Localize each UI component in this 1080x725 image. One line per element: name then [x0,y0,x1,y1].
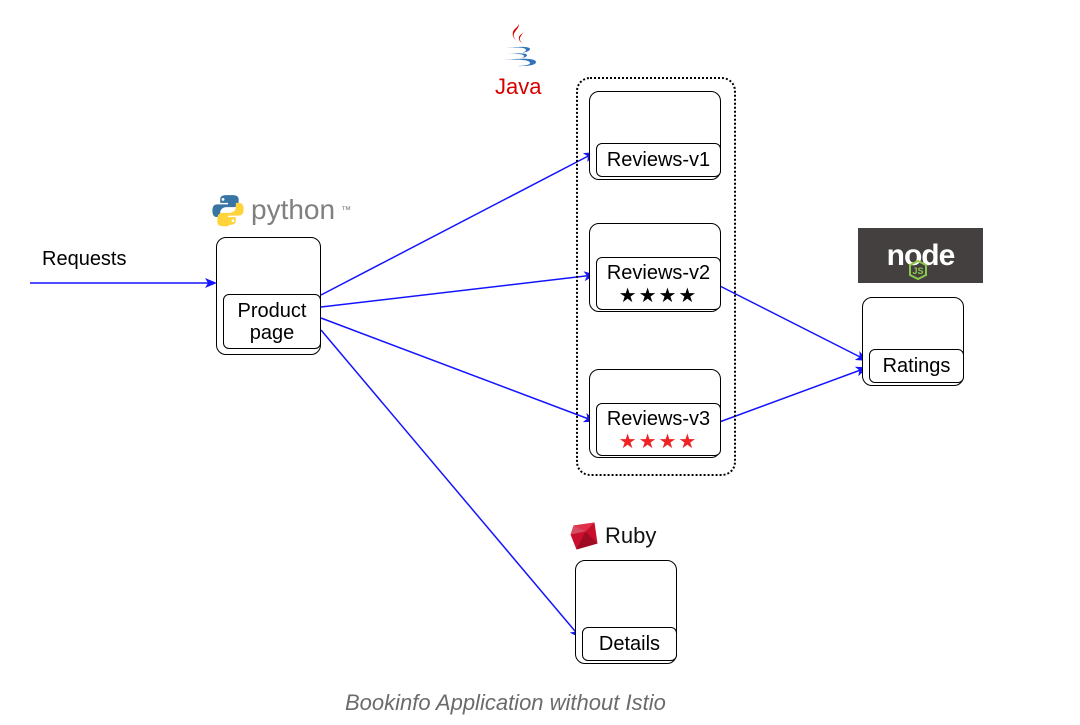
reviews-v2-label: Reviews-v2 [607,262,710,284]
node-hex-icon: JS [862,259,978,281]
python-icon [211,193,245,227]
ruby-logo: Ruby [569,521,656,551]
product-to-reviews2 [321,275,594,307]
details-label: Details [599,633,660,655]
reviews2-to-ratings [714,283,866,360]
svg-text:JS: JS [912,266,923,276]
reviews-v2-stars: ★★★★ [619,286,699,306]
product-page-label-box: Product page [223,294,321,349]
python-text: python [251,194,335,226]
python-tm: ™ [341,205,351,216]
product-page-label: Product page [228,300,316,344]
ruby-text: Ruby [605,523,656,549]
java-logo: Java [495,22,541,100]
reviews3-to-ratings [714,368,866,424]
reviews-v3-label-box: Reviews-v3 ★★★★ [596,403,721,456]
python-logo: python ™ [211,193,351,227]
diagram-caption: Bookinfo Application without Istio [345,690,666,716]
java-text: Java [495,74,541,100]
reviews-v1-label-box: Reviews-v1 [596,143,721,177]
reviews-v1-label: Reviews-v1 [607,149,710,171]
reviews-v3-label: Reviews-v3 [607,408,710,430]
ratings-label-box: Ratings [869,349,964,383]
product-to-reviews1 [321,153,594,295]
requests-label: Requests [42,248,127,271]
reviews-v2-label-box: Reviews-v2 ★★★★ [596,257,721,310]
ruby-icon [569,521,599,551]
details-label-box: Details [582,627,677,661]
node-logo: node JS [858,228,983,283]
java-icon [498,22,538,74]
product-to-details [321,330,580,637]
ratings-label: Ratings [883,355,951,377]
product-to-reviews3 [321,318,594,421]
reviews-v3-stars: ★★★★ [619,432,699,452]
